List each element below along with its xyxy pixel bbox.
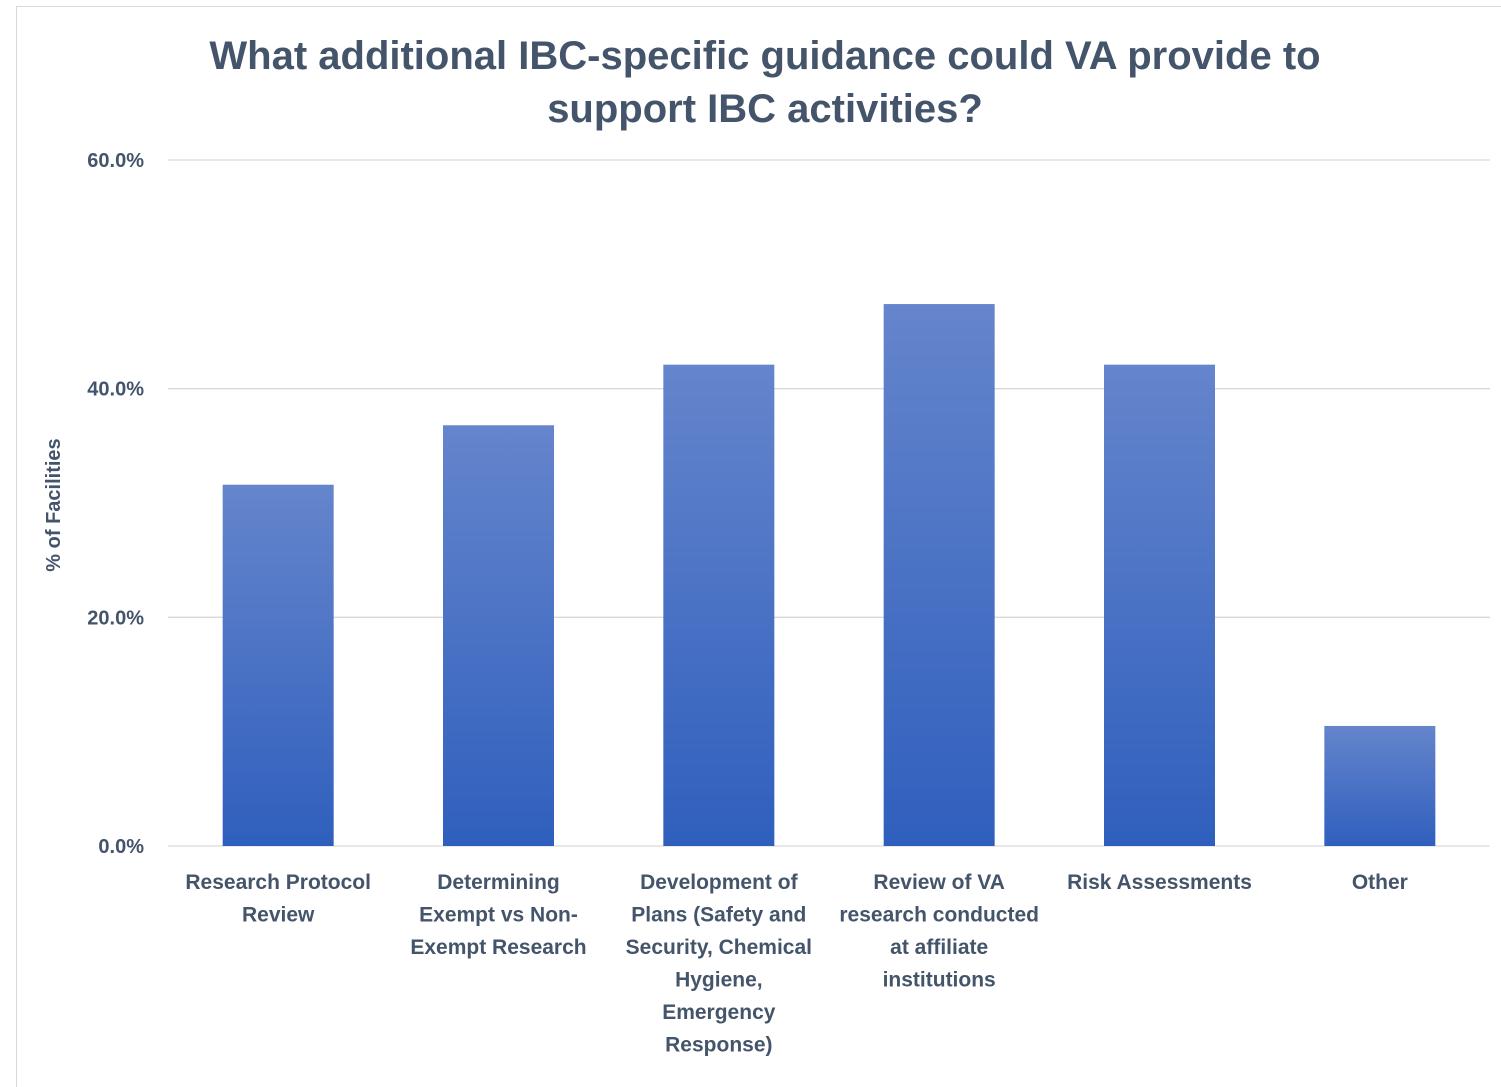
bar (663, 364, 775, 846)
chart-title: What additional IBC-specific guidance co… (209, 34, 1321, 131)
y-axis-title: % of Facilities (43, 438, 65, 571)
y-tick-label: 20.0% (87, 607, 144, 629)
x-axis-labels: Research Protocol Review Determining Exempt… (185, 871, 1407, 1057)
gridlines (168, 159, 1490, 847)
bar (1104, 364, 1215, 846)
y-tick-label: 60.0% (87, 150, 144, 172)
x-category-label: Other (1352, 871, 1408, 894)
y-axis-ticks: 0.0% 20.0% 40.0% 60.0% (87, 150, 144, 858)
y-tick-label: 40.0% (87, 379, 144, 401)
bar (443, 425, 554, 846)
x-category-label: Determining Exempt vs Non-Exempt Research (410, 871, 586, 959)
x-category-label: Research Protocol Review (185, 871, 371, 927)
x-category-label: Review of VA research conducted at affilia… (839, 871, 1039, 992)
bars (222, 304, 1436, 846)
bar (222, 484, 334, 846)
y-tick-label: 0.0% (98, 836, 144, 858)
bar (1324, 725, 1436, 846)
x-category-label: Development of Plans (Safety and Security,… (626, 871, 812, 1057)
bar (883, 304, 995, 846)
x-category-label: Risk Assessments (1067, 871, 1252, 894)
